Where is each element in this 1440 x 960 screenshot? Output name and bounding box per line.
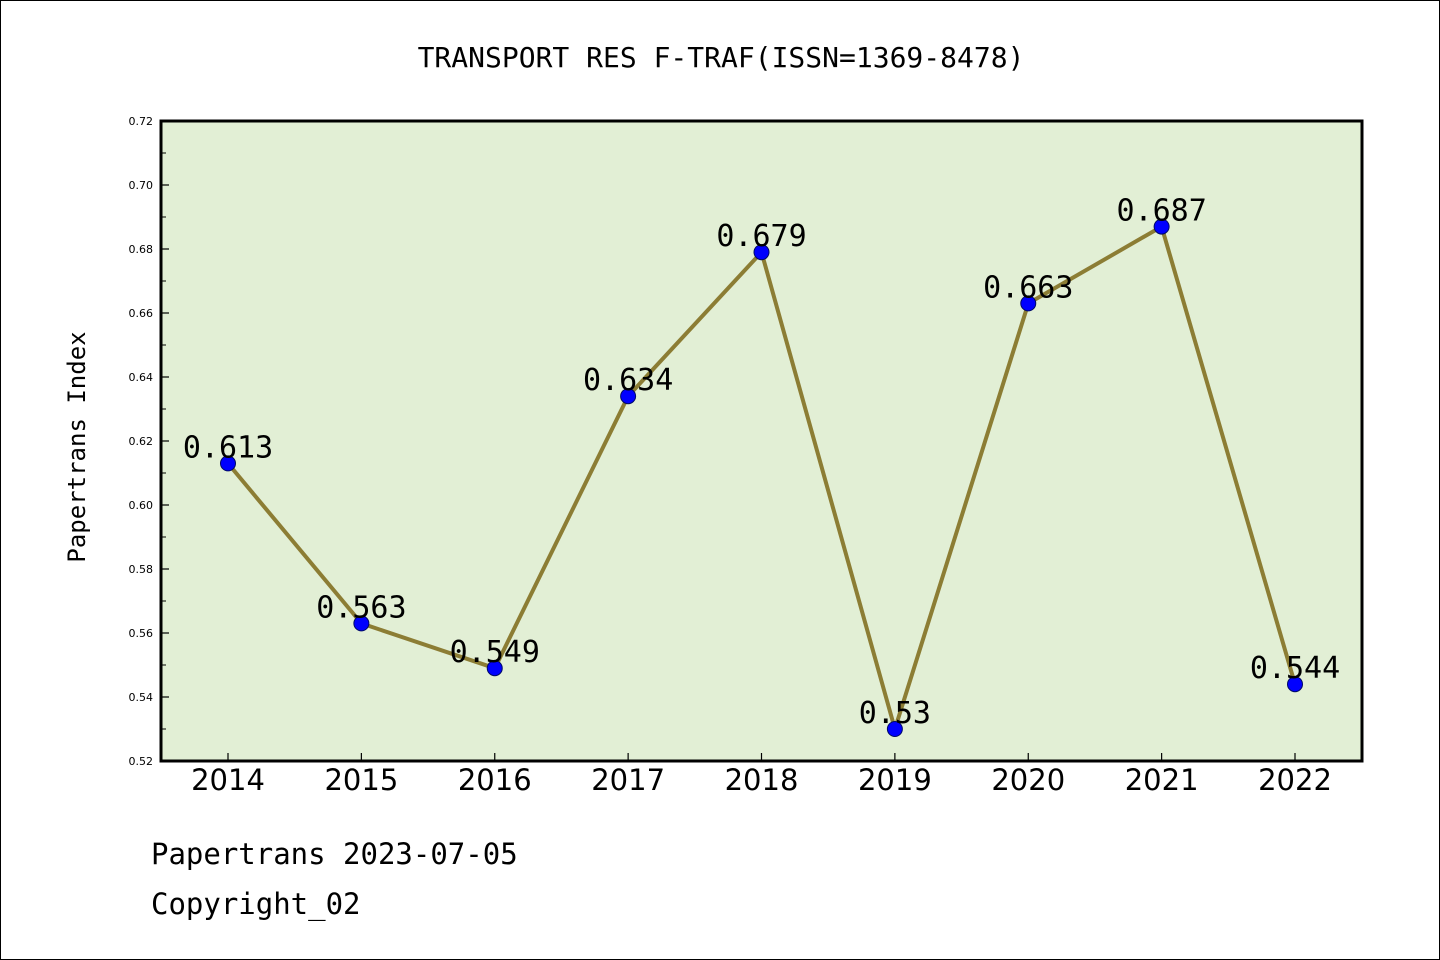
data-label: 0.563 bbox=[316, 590, 406, 625]
data-label: 0.544 bbox=[1250, 651, 1340, 686]
data-point bbox=[886, 721, 903, 737]
x-tick-label: 2016 bbox=[458, 763, 532, 797]
data-point bbox=[353, 615, 370, 632]
data-label: 0.679 bbox=[716, 219, 806, 254]
data-label: 0.634 bbox=[583, 363, 673, 398]
data-label: 0.663 bbox=[983, 270, 1073, 305]
data-point bbox=[753, 244, 770, 261]
y-tick-label: 0.54 bbox=[129, 691, 154, 704]
y-tick-label: 0.60 bbox=[129, 499, 154, 512]
x-tick-label: 2014 bbox=[191, 763, 265, 797]
y-tick-label: 0.72 bbox=[129, 115, 154, 128]
x-tick-label: 2021 bbox=[1125, 763, 1199, 797]
y-tick-label: 0.58 bbox=[129, 563, 154, 576]
chart-title: TRANSPORT RES F-TRAF(ISSN=1369-8478) bbox=[418, 41, 1025, 74]
y-tick-label: 0.66 bbox=[129, 307, 154, 320]
y-tick-label: 0.56 bbox=[129, 627, 154, 640]
footer-copyright: Copyright_02 bbox=[151, 887, 361, 921]
data-label: 0.53 bbox=[859, 696, 931, 731]
series-layer bbox=[220, 218, 1303, 737]
y-tick-label: 0.64 bbox=[129, 371, 154, 384]
y-axis-ticks: 0.52 0.54 0.56 0.58 0.60 0.62 0.64 0.66 0.68 0.70… bbox=[129, 115, 169, 768]
data-label: 0.687 bbox=[1116, 194, 1206, 229]
x-tick-label: 2015 bbox=[324, 763, 398, 797]
y-tick-label: 0.62 bbox=[129, 435, 154, 448]
data-point bbox=[220, 455, 236, 472]
x-tick-label: 2019 bbox=[858, 763, 932, 797]
x-tick-label: 2020 bbox=[991, 763, 1065, 797]
footer-date-line: Papertrans 2023-07-05 bbox=[151, 837, 518, 871]
y-axis-label: Papertrans Index bbox=[63, 331, 91, 562]
x-tick-label: 2022 bbox=[1258, 763, 1332, 797]
data-label: 0.549 bbox=[450, 635, 540, 670]
data-point bbox=[620, 388, 637, 405]
data-labels-layer: 0.613 0.563 0.549 0.634 0.679 0.53 0.663 0.687 0… bbox=[183, 194, 1340, 731]
data-label: 0.613 bbox=[183, 430, 273, 465]
data-point bbox=[1153, 218, 1170, 235]
data-point bbox=[1287, 676, 1303, 693]
y-tick-label: 0.68 bbox=[129, 243, 154, 256]
data-point bbox=[486, 660, 503, 677]
x-tick-label: 2017 bbox=[591, 763, 665, 797]
x-tick-label: 2018 bbox=[725, 763, 799, 797]
y-tick-label: 0.70 bbox=[129, 179, 154, 192]
x-axis-ticks: 2014 2015 2016 2017 2018 2019 2020 2021 2022 bbox=[191, 753, 1332, 797]
y-tick-label: 0.52 bbox=[129, 755, 154, 768]
data-point bbox=[1020, 295, 1037, 312]
